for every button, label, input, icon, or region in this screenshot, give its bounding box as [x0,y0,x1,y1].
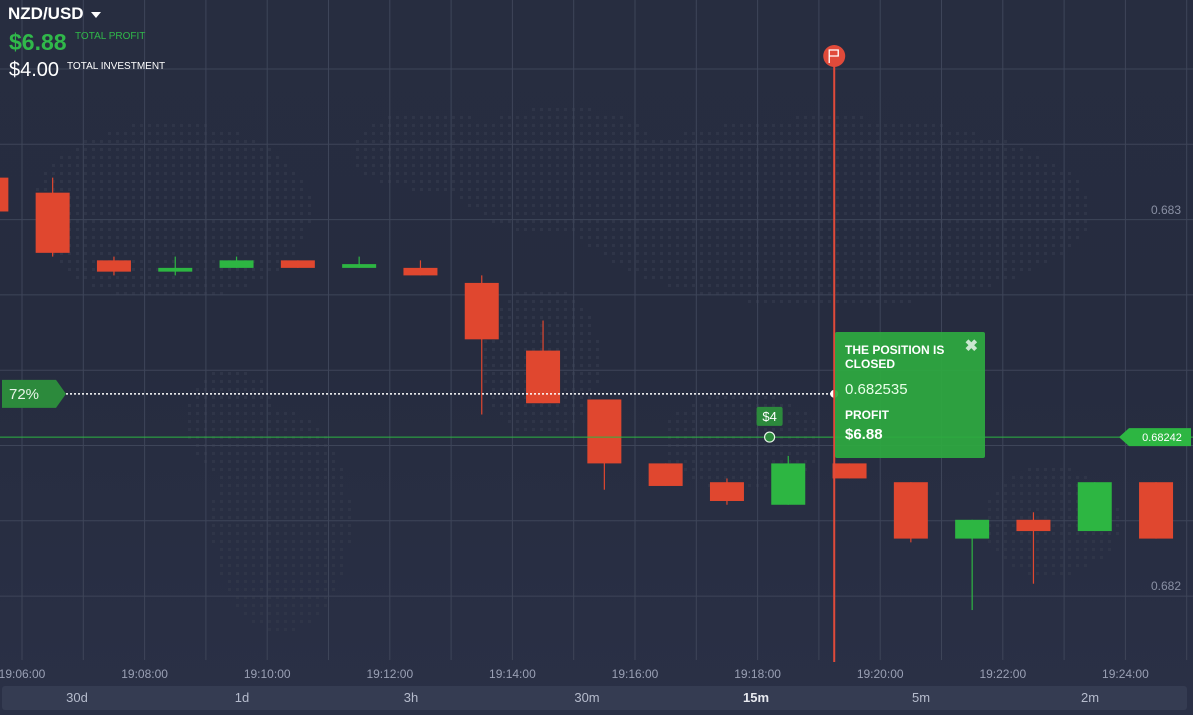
total-investment-label: TOTAL INVESTMENT [67,61,166,72]
candle [587,399,622,490]
candle-body [648,463,683,486]
price-tick-label: 0.683 [1151,203,1181,217]
flag-icon [828,49,839,63]
candle [280,260,315,268]
time-tick-label: 19:18:00 [734,667,781,681]
candle [648,463,683,486]
candle-body [464,282,499,340]
candle-body [1016,519,1051,532]
timeframe-3h[interactable]: 3h [403,690,419,705]
candle [464,275,499,415]
current-price-label: 0.68242 [1142,432,1182,444]
candle [35,177,70,257]
candle-body [219,260,254,268]
candle-body [1077,482,1112,532]
time-tick-label: 19:08:00 [121,667,168,681]
candle [893,482,928,543]
asset-pair-label: NZD/USD [8,4,84,23]
candle-body [35,192,70,253]
candle-body [96,260,131,272]
chart-overlays: 72% $4 0.68242 [0,45,1193,662]
chart-grid [0,0,1193,660]
time-tick-label: 19:16:00 [612,667,659,681]
time-tick-label: 19:10:00 [244,667,291,681]
trade-amount-label: $4 [762,409,776,424]
candle [96,256,131,276]
popup-title: THE POSITION IS CLOSED [845,343,945,371]
payout-percent-tag [2,379,66,408]
candle [771,455,806,505]
timeframe-5m[interactable]: 5m [911,690,931,705]
timeframe-2m[interactable]: 2m [1080,690,1100,705]
timeframe-30m[interactable]: 30m [574,690,600,705]
chevron-down-icon [90,11,101,18]
candle [526,320,561,404]
time-tick-label: 19:20:00 [857,667,904,681]
candle-body [158,267,193,272]
timeframe-1d[interactable]: 1d [234,690,250,705]
candle [0,177,9,212]
candle [158,256,193,276]
time-axis: 19:06:00 19:08:00 19:10:00 19:12:00 19:14:00… [0,667,1149,681]
time-tick-label: 19:24:00 [1102,667,1149,681]
popup-profit-value: $6.88 [845,426,883,443]
time-tick-label: 19:14:00 [489,667,536,681]
candle-body [0,177,9,212]
time-tick-label: 19:22:00 [979,667,1026,681]
candle-body [342,264,377,268]
candle-body [403,267,438,276]
current-price-tag [1119,428,1191,447]
total-profit-label: TOTAL PROFIT [75,31,146,42]
timeframe-30d[interactable]: 30d [66,690,88,705]
candle-body [1139,482,1174,539]
price-axis: 0.683 0.682 [1151,203,1181,593]
candle [1139,482,1174,539]
candle [1016,512,1051,584]
total-profit-value: $6.88 [9,29,67,55]
candle [342,256,377,268]
popup-profit-label: PROFIT [845,408,889,422]
candle [1077,482,1112,532]
candle-body [280,260,315,268]
candle-body [587,399,622,464]
candle [955,519,990,611]
candle [709,478,744,505]
total-investment-value: $4.00 [9,59,60,81]
trade-amount-badge [756,406,783,426]
asset-selector[interactable]: NZD/USD [8,4,101,24]
candle [219,256,254,268]
price-tick-label: 0.682 [1151,579,1181,593]
close-icon[interactable]: ✖ [964,338,978,355]
time-tick-label: 19:06:00 [0,667,46,681]
candle-body [893,482,928,539]
candle-body [955,519,990,539]
candle-body [709,482,744,501]
candle-body [832,463,867,479]
candle-body [526,350,561,404]
candle [832,463,867,479]
candle [403,260,438,276]
popup-rate: 0.682535 [845,381,908,398]
position-closed-popup: THE POSITION IS CLOSED ✖ 0.682535 PROFIT… [835,332,985,458]
timeframe-15m[interactable]: 15m [742,690,770,705]
candle-body [771,463,806,505]
trade-direction-up-icon [763,431,776,443]
timeframe-bar: 30d 1d 3h 30m 15m 5m 2m [2,686,1187,710]
payout-percent-label: 72% [9,386,39,403]
time-tick-label: 19:12:00 [366,667,413,681]
